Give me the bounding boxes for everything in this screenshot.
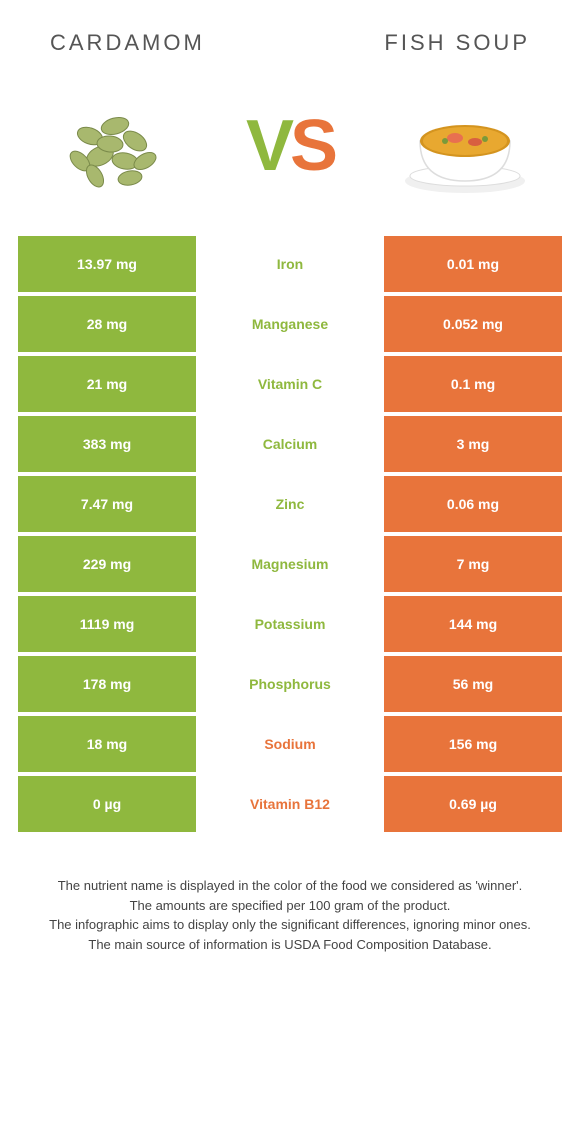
left-value: 7.47 mg (18, 476, 196, 532)
right-value: 7 mg (384, 536, 562, 592)
header: CARDAMOM FISH SOUP (0, 0, 580, 66)
nutrient-row: 18 mgSodium156 mg (18, 716, 562, 772)
left-value: 229 mg (18, 536, 196, 592)
left-food-title: CARDAMOM (50, 30, 205, 56)
nutrient-name: Calcium (196, 416, 384, 472)
right-value: 0.06 mg (384, 476, 562, 532)
right-food-title: FISH SOUP (384, 30, 530, 56)
right-value: 0.1 mg (384, 356, 562, 412)
soup-image (390, 86, 540, 206)
footer-line: The amounts are specified per 100 gram o… (30, 896, 550, 916)
left-value: 18 mg (18, 716, 196, 772)
nutrient-name: Potassium (196, 596, 384, 652)
footer-line: The main source of information is USDA F… (30, 935, 550, 955)
left-value: 0 µg (18, 776, 196, 832)
vs-label: VS (246, 105, 334, 187)
right-value: 156 mg (384, 716, 562, 772)
right-value: 3 mg (384, 416, 562, 472)
left-value: 1119 mg (18, 596, 196, 652)
nutrient-name: Manganese (196, 296, 384, 352)
images-row: VS (0, 66, 580, 236)
footer-line: The infographic aims to display only the… (30, 915, 550, 935)
nutrient-name: Vitamin C (196, 356, 384, 412)
nutrient-row: 7.47 mgZinc0.06 mg (18, 476, 562, 532)
right-value: 56 mg (384, 656, 562, 712)
left-value: 28 mg (18, 296, 196, 352)
vs-s: S (290, 106, 334, 186)
cardamom-image (40, 86, 190, 206)
nutrient-row: 383 mgCalcium3 mg (18, 416, 562, 472)
nutrient-name: Zinc (196, 476, 384, 532)
nutrient-row: 13.97 mgIron0.01 mg (18, 236, 562, 292)
nutrient-table: 13.97 mgIron0.01 mg28 mgManganese0.052 m… (0, 236, 580, 832)
left-value: 21 mg (18, 356, 196, 412)
nutrient-name: Magnesium (196, 536, 384, 592)
left-value: 383 mg (18, 416, 196, 472)
nutrient-row: 28 mgManganese0.052 mg (18, 296, 562, 352)
right-value: 144 mg (384, 596, 562, 652)
vs-v: V (246, 106, 290, 186)
nutrient-row: 1119 mgPotassium144 mg (18, 596, 562, 652)
nutrient-name: Iron (196, 236, 384, 292)
nutrient-name: Phosphorus (196, 656, 384, 712)
footer-notes: The nutrient name is displayed in the co… (0, 836, 580, 954)
left-value: 178 mg (18, 656, 196, 712)
nutrient-row: 229 mgMagnesium7 mg (18, 536, 562, 592)
nutrient-name: Sodium (196, 716, 384, 772)
footer-line: The nutrient name is displayed in the co… (30, 876, 550, 896)
left-value: 13.97 mg (18, 236, 196, 292)
right-value: 0.052 mg (384, 296, 562, 352)
nutrient-name: Vitamin B12 (196, 776, 384, 832)
nutrient-row: 0 µgVitamin B120.69 µg (18, 776, 562, 832)
right-value: 0.69 µg (384, 776, 562, 832)
nutrient-row: 178 mgPhosphorus56 mg (18, 656, 562, 712)
right-value: 0.01 mg (384, 236, 562, 292)
nutrient-row: 21 mgVitamin C0.1 mg (18, 356, 562, 412)
